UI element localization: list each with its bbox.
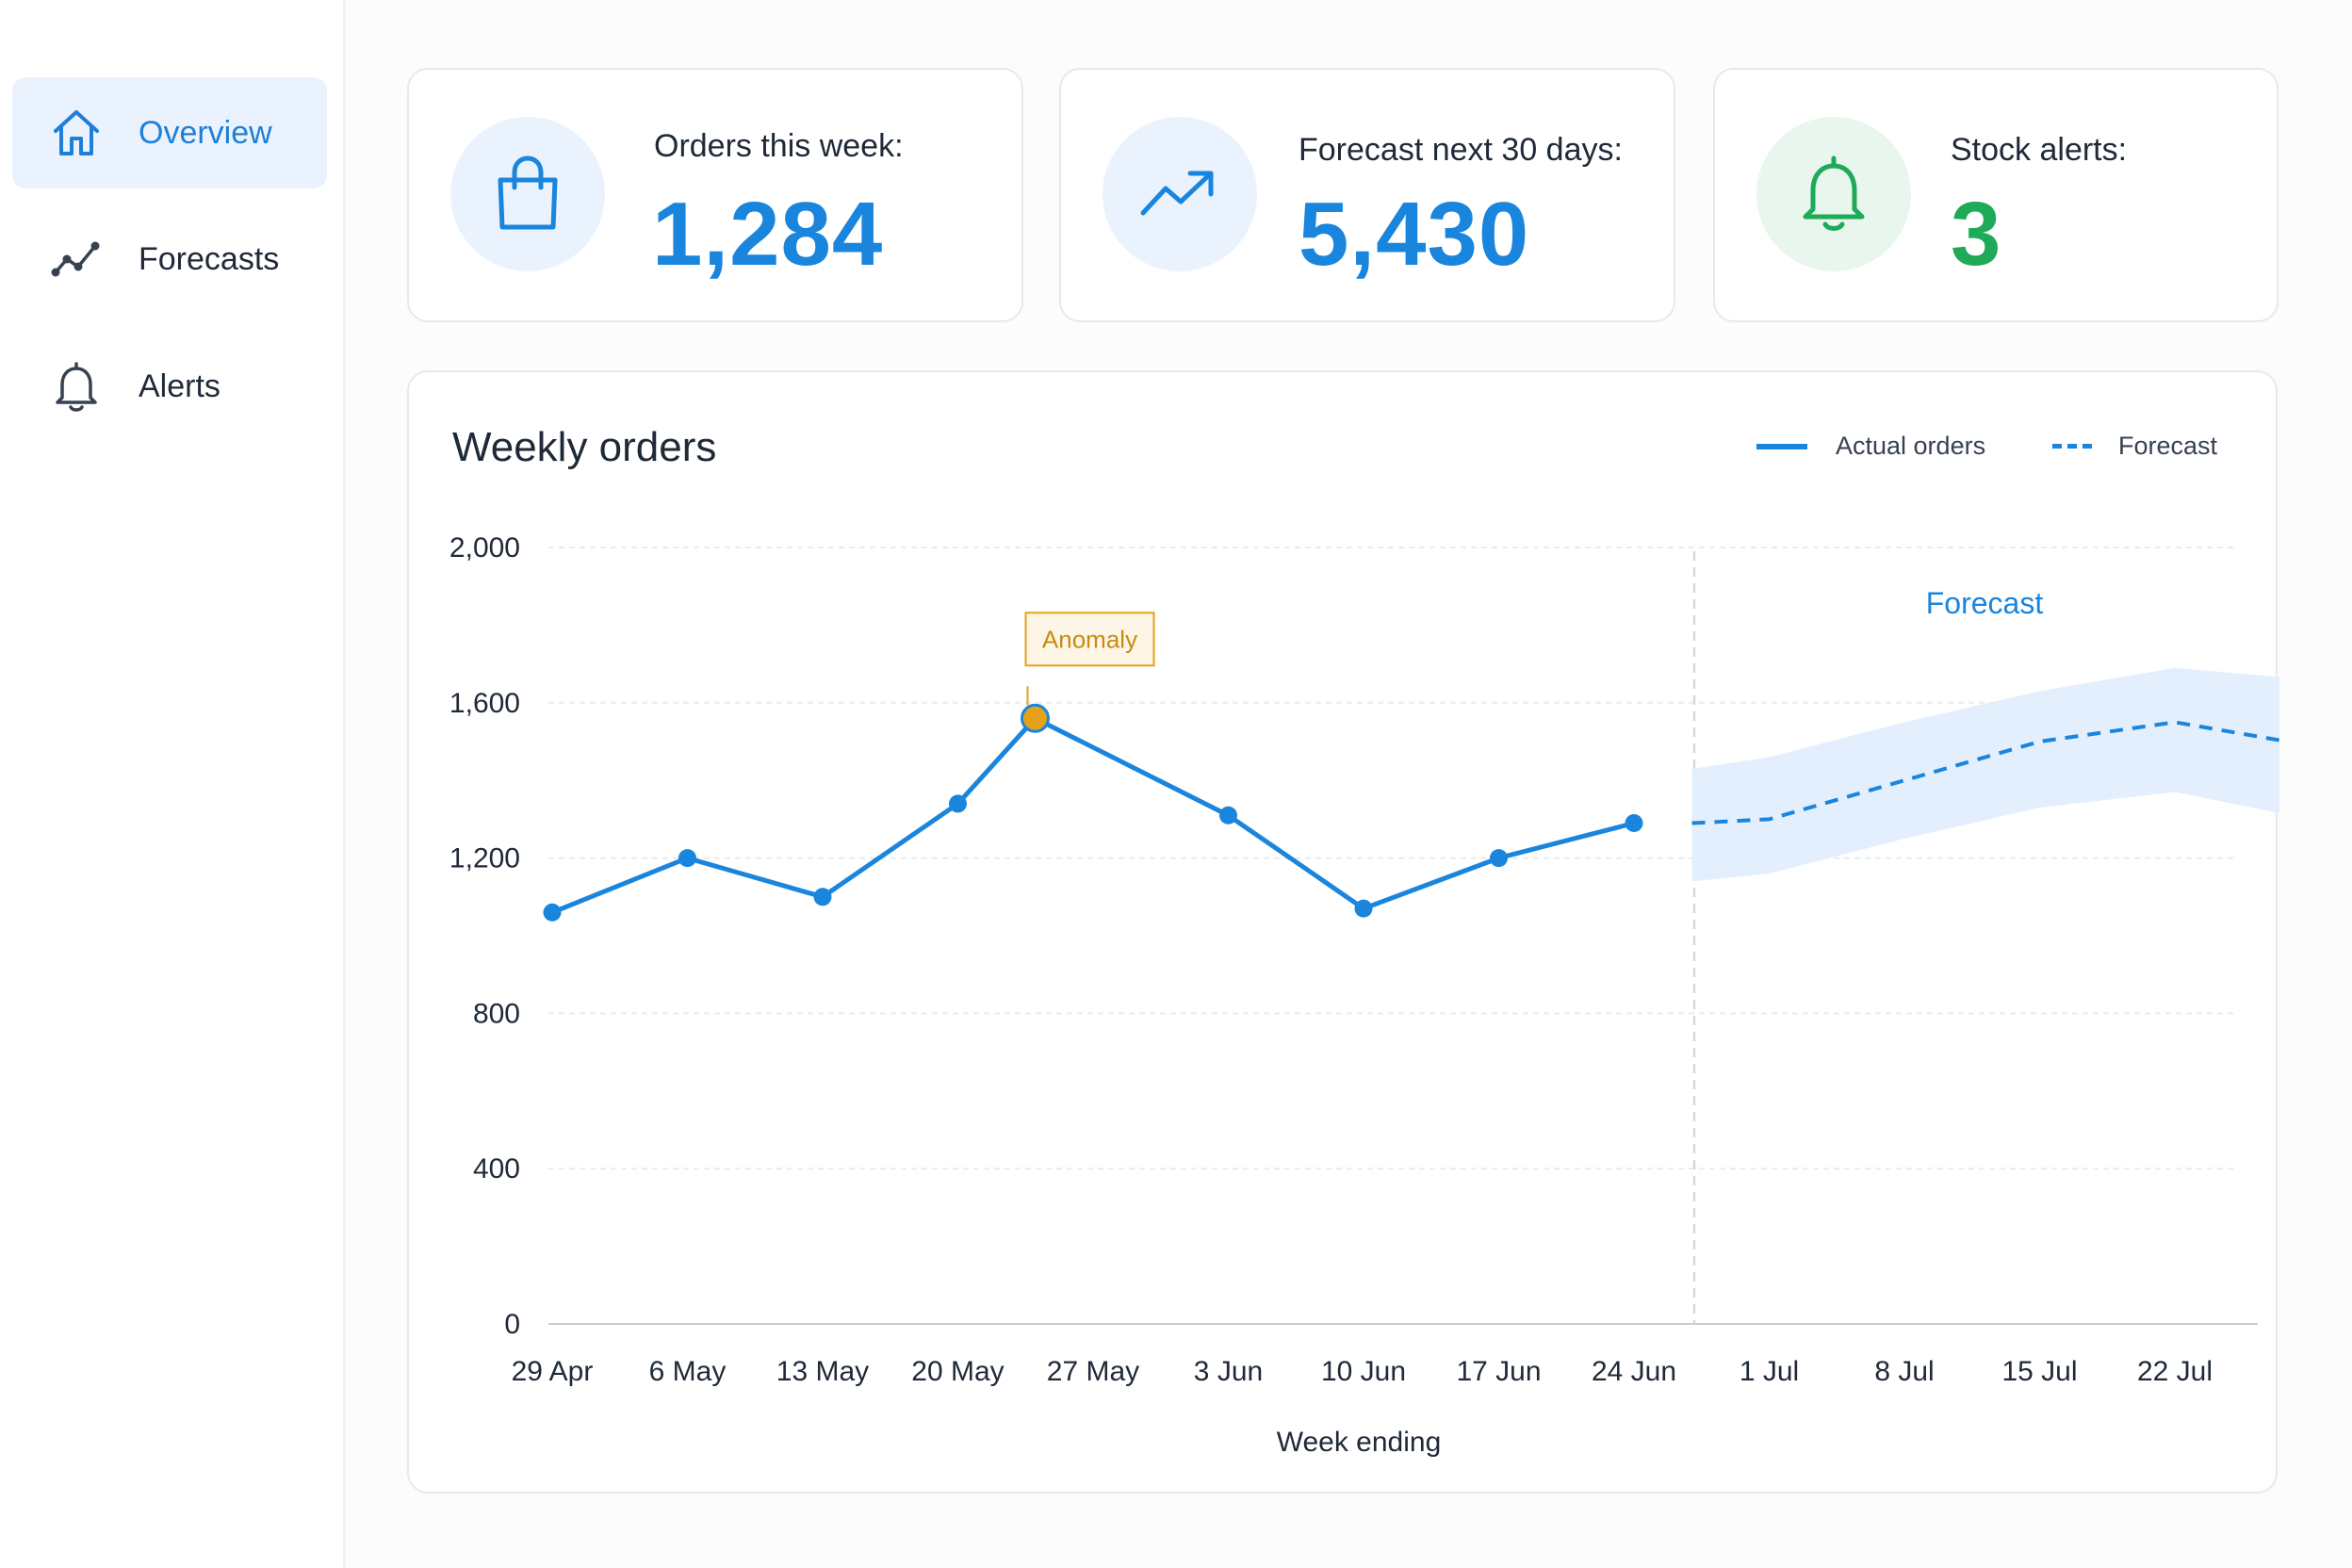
sidebar-item-overview[interactable]: Overview: [12, 77, 327, 188]
trend-line-icon: [51, 241, 100, 277]
x-tick-label: 10 Jun: [1321, 1356, 1406, 1387]
y-tick-label: 1,600: [449, 688, 520, 719]
actual-data-point: [1219, 806, 1237, 825]
x-tick-label: 22 Jul: [2137, 1356, 2213, 1387]
alerts-kpi-value: 3: [1951, 184, 2002, 285]
bell-icon: [1803, 155, 1865, 231]
x-tick-label: 13 May: [776, 1356, 869, 1387]
weekly-orders-chart: 0 400 800 1,200 1,600 2,000 29 Apr 6 May 13 May 2…: [449, 532, 2279, 1458]
forecast-kpi-label: Forecast next 30 days:: [1298, 132, 1623, 168]
x-tick-label: 20 May: [911, 1356, 1004, 1387]
orders-kpi-card[interactable]: Orders this week: 1,284: [407, 68, 1023, 322]
actual-data-point: [1625, 814, 1643, 833]
anomaly-point: [1021, 703, 1050, 733]
forecast-region-label: Forecast: [1926, 586, 2044, 620]
orders-kpi-label: Orders this week:: [654, 128, 904, 164]
shopping-bag-icon: [498, 155, 558, 230]
legend-actual-label: Actual orders: [1836, 432, 1986, 460]
y-tick-label: 2,000: [449, 532, 520, 564]
alerts-kpi-label: Stock alerts:: [1951, 132, 2128, 168]
x-tick-label: 1 Jul: [1740, 1356, 1799, 1387]
orders-kpi-value: 1,284: [652, 184, 884, 285]
legend-forecast-swatch: [2052, 444, 2092, 449]
actual-data-point: [813, 888, 832, 906]
actual-data-point: [949, 794, 967, 813]
anomaly-callout-label: Anomaly: [1042, 625, 1137, 653]
stock-alerts-kpi-card[interactable]: Stock alerts: 3: [1713, 68, 2278, 322]
actual-data-point: [1490, 849, 1508, 868]
chart-title: Weekly orders: [452, 424, 717, 470]
x-tick-label: 8 Jul: [1874, 1356, 1934, 1387]
forecast-confidence-band: [1691, 667, 2279, 882]
actual-orders-line: [551, 715, 1635, 915]
sidebar-item-label: Forecasts: [139, 241, 280, 277]
bell-icon: [56, 362, 97, 412]
y-tick-label: 1,200: [449, 843, 520, 874]
forecast-kpi-card[interactable]: Forecast next 30 days: 5,430: [1059, 68, 1675, 322]
sidebar-item-label: Overview: [139, 115, 272, 151]
x-tick-label: 3 Jun: [1194, 1356, 1263, 1387]
weekly-orders-panel: Weekly orders Actual orders Forecast 0 40…: [407, 370, 2279, 1494]
alerts-kpi-icon-circle: [1756, 117, 1911, 271]
forecast-kpi-value: 5,430: [1298, 184, 1530, 285]
legend-forecast-label: Forecast: [2118, 432, 2218, 460]
y-tick-label: 800: [473, 998, 520, 1029]
x-tick-label: 27 May: [1047, 1356, 1139, 1387]
actual-data-point: [543, 903, 562, 922]
sidebar: Overview Forecasts Alerts: [0, 0, 345, 1568]
legend-forecast[interactable]: Forecast: [2052, 432, 2217, 461]
x-axis-title: Week ending: [1277, 1427, 1442, 1458]
anomaly-callout-box: [1024, 612, 1155, 667]
y-tick-label: 400: [473, 1153, 520, 1184]
sidebar-item-forecasts[interactable]: Forecasts: [12, 204, 327, 315]
x-tick-label: 24 Jun: [1592, 1356, 1676, 1387]
sidebar-item-label: Alerts: [139, 368, 220, 404]
trending-up-icon: [1140, 171, 1214, 216]
legend-actual-swatch: [1756, 443, 1807, 449]
orders-kpi-icon-circle: [450, 117, 605, 271]
x-tick-label: 29 Apr: [512, 1356, 594, 1387]
actual-data-point: [1354, 899, 1373, 918]
actual-data-point: [678, 849, 696, 868]
legend-actual[interactable]: Actual orders: [1756, 432, 1985, 461]
home-icon: [54, 110, 99, 155]
x-tick-label: 15 Jul: [2001, 1356, 2077, 1387]
x-tick-label: 17 Jun: [1456, 1356, 1541, 1387]
forecast-kpi-icon-circle: [1102, 117, 1257, 271]
y-tick-label: 0: [504, 1309, 520, 1340]
x-tick-label: 6 May: [649, 1356, 727, 1387]
sidebar-item-alerts[interactable]: Alerts: [12, 331, 327, 442]
